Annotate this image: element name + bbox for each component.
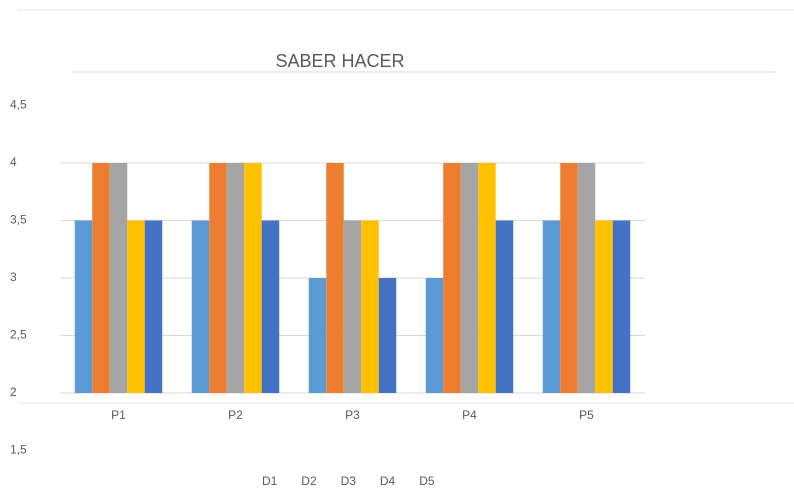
- bar: [378, 278, 397, 393]
- legend-label: D4: [380, 474, 396, 488]
- bar: [226, 163, 245, 393]
- legend-label: D5: [419, 474, 435, 488]
- bar: [209, 163, 227, 393]
- bar: [560, 163, 578, 393]
- bar: [595, 220, 613, 393]
- bar: [612, 220, 631, 393]
- x-tick-label: P5: [579, 408, 594, 422]
- bar: [74, 220, 93, 393]
- x-tick-label: P1: [111, 408, 126, 422]
- x-tick-label: P3: [345, 408, 360, 422]
- bar: [144, 220, 163, 393]
- y-tick-label: 3: [10, 270, 17, 284]
- bar: [92, 163, 110, 393]
- y-tick-label: 1,5: [10, 443, 27, 457]
- bar: [326, 163, 344, 393]
- legend-label: D3: [341, 474, 357, 488]
- legend-label: D2: [301, 474, 317, 488]
- bar: [244, 163, 262, 393]
- x-tick-label: P2: [228, 408, 243, 422]
- y-tick-label: 4: [10, 155, 17, 169]
- y-tick-label: 4,5: [10, 98, 27, 112]
- bar: [443, 163, 461, 393]
- bar: [460, 163, 479, 393]
- bar: [542, 220, 561, 393]
- bar: [495, 220, 514, 393]
- bar: [577, 163, 596, 393]
- bar: [191, 220, 210, 393]
- bar: [308, 278, 327, 393]
- legend-label: D1: [262, 474, 278, 488]
- bar: [425, 278, 444, 393]
- y-tick-label: 2,5: [10, 328, 27, 342]
- bar: [343, 220, 362, 393]
- chart-title: SABER HACER: [275, 51, 404, 71]
- x-tick-label: P4: [462, 408, 477, 422]
- bar: [261, 220, 280, 393]
- bar: [127, 220, 145, 393]
- bar: [478, 163, 496, 393]
- bar: [109, 163, 128, 393]
- y-tick-label: 3,5: [10, 213, 27, 227]
- bar: [361, 220, 379, 393]
- y-tick-label: 2: [10, 385, 17, 399]
